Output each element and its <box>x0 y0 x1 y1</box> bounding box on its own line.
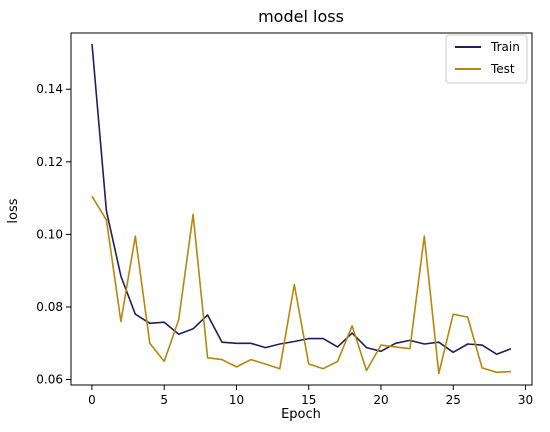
series-line-test <box>91 195 512 375</box>
plot-frame <box>70 32 533 386</box>
x-axis-label: Epoch <box>281 407 321 422</box>
legend: Train Test <box>445 34 528 84</box>
x-tick-label: 20 <box>373 393 388 407</box>
y-tick-label: 0.12 <box>36 155 63 169</box>
x-axis-ticks: 0 5 10 15 20 25 30 <box>88 385 533 407</box>
y-tick-label: 0.10 <box>36 227 63 241</box>
chart-title: model loss <box>258 7 344 26</box>
y-axis-ticks: 0.06 0.08 0.10 0.12 0.14 <box>36 82 71 387</box>
y-tick-label: 0.08 <box>36 300 63 314</box>
series-layer <box>91 43 512 375</box>
y-tick-label: 0.06 <box>36 373 63 387</box>
legend-label-train: Train <box>490 40 520 54</box>
series-line-train <box>91 43 512 356</box>
y-tick-label: 0.14 <box>36 82 63 96</box>
x-tick-label: 15 <box>301 393 316 407</box>
x-tick-label: 10 <box>229 393 244 407</box>
legend-label-test: Test <box>490 62 515 76</box>
x-tick-label: 0 <box>88 393 96 407</box>
x-tick-label: 5 <box>160 393 168 407</box>
x-tick-label: 30 <box>518 393 533 407</box>
x-tick-label: 25 <box>446 393 461 407</box>
y-axis-label: loss <box>6 198 21 223</box>
